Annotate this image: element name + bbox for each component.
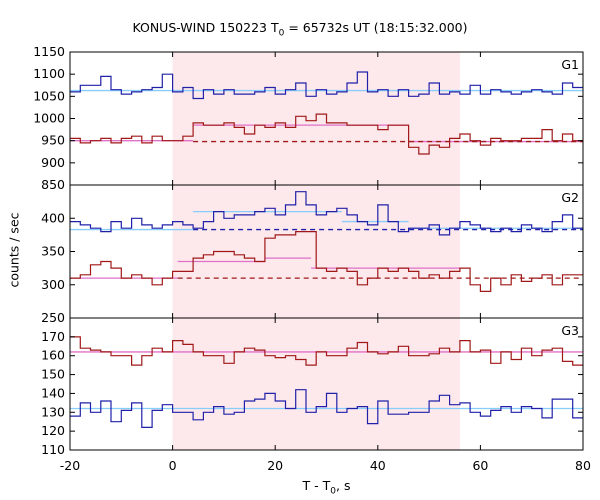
series-g2-red: [70, 231, 583, 292]
y-tick-label: 110: [41, 442, 65, 457]
y-tick-label: 150: [41, 367, 65, 382]
panel-label-g3: G3: [561, 323, 579, 338]
x-tick-label: 40: [370, 458, 386, 473]
y-tick-label: 300: [41, 277, 65, 292]
x-tick-label: 0: [169, 458, 177, 473]
series-g1-blue: [70, 71, 583, 100]
x-axis-label: T - T0, s: [302, 478, 351, 497]
y-tick-label: 120: [41, 423, 65, 438]
y-tick-label: 170: [41, 329, 65, 344]
series-g3-red: [70, 336, 583, 366]
panel-label-g2: G2: [561, 190, 579, 205]
y-tick-label: 900: [41, 155, 65, 170]
x-tick-label: 20: [267, 458, 283, 473]
panel-label-g1: G1: [561, 57, 579, 72]
y-tick-label: 1050: [33, 88, 65, 103]
y-tick-label: 1150: [33, 44, 65, 59]
series-g3-blue: [70, 389, 583, 428]
chart-title: KONUS-WIND 150223 T0 = 65732s UT (18:15:…: [132, 20, 468, 39]
panel-frame-g3: [69, 317, 584, 451]
y-tick-label: 160: [41, 348, 65, 363]
y-tick-label: 950: [41, 133, 65, 148]
y-tick-label: 350: [41, 244, 65, 259]
y-tick-label: 140: [41, 385, 65, 400]
y-tick-label: 1000: [33, 111, 65, 126]
y-tick-label: 400: [41, 210, 65, 225]
x-tick-label: 80: [575, 458, 591, 473]
x-tick-label: -20: [60, 458, 80, 473]
x-tick-label: 60: [472, 458, 488, 473]
y-tick-label: 130: [41, 404, 65, 419]
y-tick-label: 1100: [33, 66, 65, 81]
y-tick-label: 850: [41, 177, 65, 192]
series-g2-blue: [70, 191, 583, 236]
y-tick-label: 250: [41, 310, 65, 325]
series-g1-red: [70, 113, 583, 155]
